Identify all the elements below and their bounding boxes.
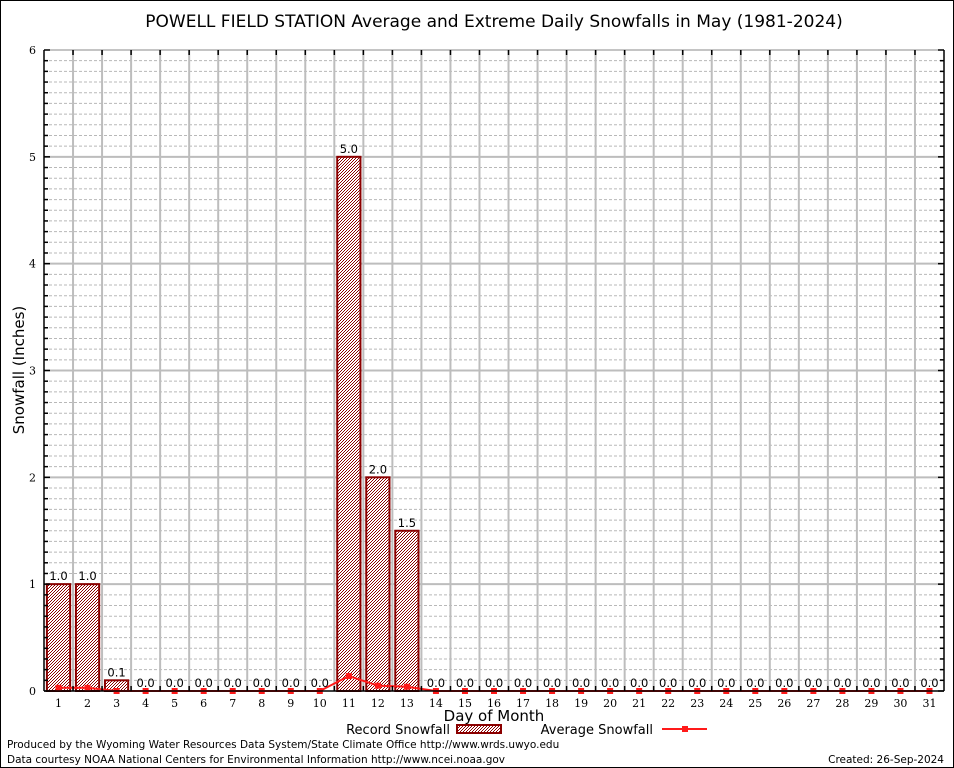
x-tick-label: 6 (200, 697, 207, 710)
x-tick-label: 22 (661, 697, 675, 710)
x-tick-label: 12 (371, 697, 385, 710)
y-tick-label: 1 (29, 578, 36, 591)
x-tick-label: 25 (748, 697, 762, 710)
data-labels: 1.0 1.0 0.1 0.0 0.0 0.0 0.0 0.0 0.0 0.0 5.0 2.0 1.5 0… (49, 142, 938, 690)
data-label-day-9: 0.0 (282, 676, 300, 690)
axes (43, 49, 945, 692)
average-point-day-1 (55, 684, 62, 691)
y-tick-label: 0 (29, 685, 36, 698)
average-point-day-2 (84, 684, 91, 691)
average-point-day-12 (374, 682, 381, 689)
x-tick-label: 10 (313, 697, 327, 710)
data-label-day-27: 0.0 (804, 676, 822, 690)
data-label-day-5: 0.0 (165, 676, 183, 690)
legend-label-average: Average Snowfall (541, 723, 653, 738)
data-label-day-15: 0.0 (456, 676, 474, 690)
data-label-day-1: 1.0 (49, 569, 67, 583)
x-tick-label: 3 (113, 697, 120, 710)
data-label-day-25: 0.0 (746, 676, 764, 690)
x-tick-label: 28 (835, 697, 849, 710)
x-tick-label: 20 (603, 697, 617, 710)
data-label-day-28: 0.0 (833, 676, 851, 690)
x-tick-label: 5 (171, 697, 178, 710)
data-label-day-12: 2.0 (369, 462, 387, 476)
data-label-day-17: 0.0 (514, 676, 532, 690)
y-tick-label: 6 (29, 44, 36, 57)
data-label-day-20: 0.0 (601, 676, 619, 690)
legend-marker-average (682, 726, 688, 732)
x-tick-labels: 1 2 3 4 5 6 7 8 9 10 11 12 13 14 15 16 17 18 19 20 21 22 23 24 2… (55, 697, 936, 710)
data-label-day-13: 1.5 (398, 516, 416, 530)
y-tick-label: 5 (29, 151, 36, 164)
data-label-day-23: 0.0 (688, 676, 706, 690)
x-tick-label: 13 (400, 697, 414, 710)
data-label-day-31: 0.0 (920, 676, 938, 690)
data-label-day-29: 0.0 (862, 676, 880, 690)
bar-record-day-1 (45, 583, 72, 693)
bar-record-day-2 (74, 583, 101, 693)
average-point-day-13 (403, 683, 410, 690)
x-tick-label: 8 (258, 697, 265, 710)
x-tick-label: 7 (229, 697, 236, 710)
data-label-day-8: 0.0 (253, 676, 271, 690)
data-label-day-11: 5.0 (340, 142, 358, 156)
data-label-day-3: 0.1 (107, 665, 125, 679)
x-tick-label: 17 (516, 697, 530, 710)
x-tick-label: 29 (864, 697, 878, 710)
data-label-day-24: 0.0 (717, 676, 735, 690)
y-tick-labels: 0 1 2 3 4 5 6 (29, 44, 36, 698)
y-tick-label: 3 (29, 365, 36, 378)
x-tick-label: 27 (806, 697, 820, 710)
data-label-day-19: 0.0 (572, 676, 590, 690)
x-tick-label: 19 (574, 697, 588, 710)
y-axis-label: Snowfall (Inches) (10, 306, 28, 434)
x-tick-label: 4 (142, 697, 149, 710)
bars (45, 155, 420, 693)
average-point-day-11 (345, 673, 352, 680)
x-tick-label: 24 (719, 697, 733, 710)
data-label-day-26: 0.0 (775, 676, 793, 690)
footer-produced-by: Produced by the Wyoming Water Resources … (7, 739, 559, 751)
legend-label-record: Record Snowfall (346, 723, 450, 738)
x-axis-label: Day of Month (444, 707, 545, 725)
data-label-day-6: 0.0 (195, 676, 213, 690)
data-label-day-22: 0.0 (659, 676, 677, 690)
x-tick-label: 1 (55, 697, 62, 710)
data-label-day-2: 1.0 (78, 569, 96, 583)
x-tick-label: 11 (342, 697, 356, 710)
grid (44, 50, 944, 691)
x-tick-label: 30 (893, 697, 907, 710)
x-tick-label: 31 (922, 697, 936, 710)
x-tick-label: 23 (690, 697, 704, 710)
data-label-day-14: 0.0 (427, 676, 445, 690)
x-tick-label: 14 (429, 697, 443, 710)
data-label-day-10: 0.0 (311, 676, 329, 690)
x-tick-label: 21 (632, 697, 646, 710)
data-label-day-4: 0.0 (136, 676, 154, 690)
y-tick-label: 4 (29, 258, 36, 271)
x-tick-label: 9 (287, 697, 294, 710)
y-tick-label: 2 (29, 471, 36, 484)
x-tick-label: 16 (487, 697, 501, 710)
x-tick-label: 2 (84, 697, 91, 710)
data-label-day-18: 0.0 (543, 676, 561, 690)
data-label-day-21: 0.0 (630, 676, 648, 690)
footer-created: Created: 26-Sep-2024 (828, 754, 944, 766)
legend: Record Snowfall Average Snowfall (346, 723, 707, 738)
bar-record-day-13 (394, 529, 420, 692)
x-tick-label: 26 (777, 697, 791, 710)
data-label-day-30: 0.0 (891, 676, 909, 690)
x-tick-label: 15 (458, 697, 472, 710)
data-label-day-7: 0.0 (224, 676, 242, 690)
legend-swatch-record (456, 724, 502, 734)
data-label-day-16: 0.0 (485, 676, 503, 690)
footer-data-courtesy: Data courtesy NOAA National Centers for … (7, 754, 505, 766)
bar-record-day-12 (365, 476, 391, 693)
bar-record-day-11 (336, 155, 362, 693)
chart-title: POWELL FIELD STATION Average and Extreme… (145, 12, 842, 32)
x-tick-label: 18 (545, 697, 559, 710)
